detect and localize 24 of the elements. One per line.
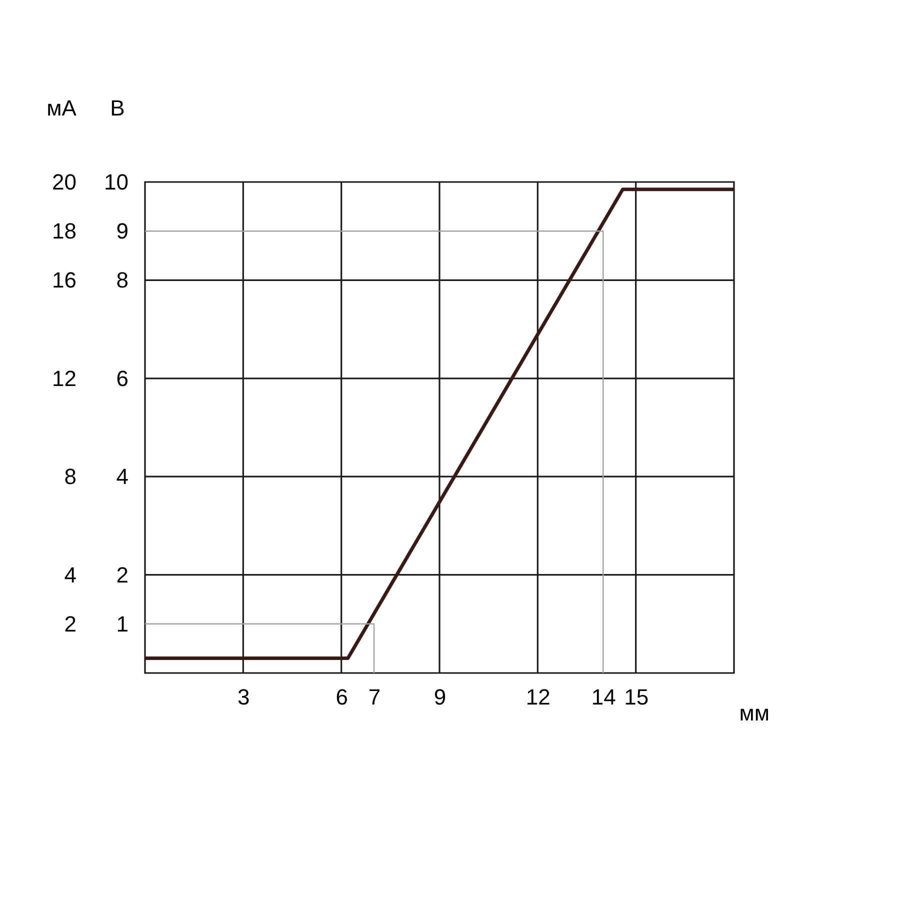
y-tick-label: 10: [104, 170, 128, 194]
y2-tick-label: 20: [52, 170, 76, 194]
y-axis-title: В: [110, 96, 125, 120]
y-tick-label: 6: [116, 366, 128, 391]
y2-tick-label: 16: [52, 268, 76, 293]
x-tick-label: 6: [336, 684, 348, 710]
x-tick-label: 15: [624, 684, 649, 710]
y-tick-label: 2: [116, 562, 128, 588]
x-tick-label: 14: [591, 684, 616, 710]
x-axis-title: мм: [739, 700, 770, 726]
y2-tick-label: 18: [52, 218, 76, 244]
x-tick-label: 9: [434, 684, 446, 710]
y-tick-label: 4: [116, 464, 128, 490]
y2-axis-title: мА: [46, 96, 77, 120]
y2-tick-label: 4: [64, 562, 76, 588]
y2-tick-label: 12: [52, 366, 76, 391]
y-tick-label: 8: [116, 268, 128, 293]
y2-tick-label: 8: [64, 464, 76, 490]
y2-tick-label: 2: [64, 611, 76, 636]
x-tick-label: 12: [526, 684, 550, 710]
y-tick-label: 1: [116, 611, 128, 636]
x-tick-label: 7: [368, 684, 381, 710]
x-tick-label: 3: [238, 684, 250, 710]
y-tick-label: 9: [116, 218, 128, 244]
